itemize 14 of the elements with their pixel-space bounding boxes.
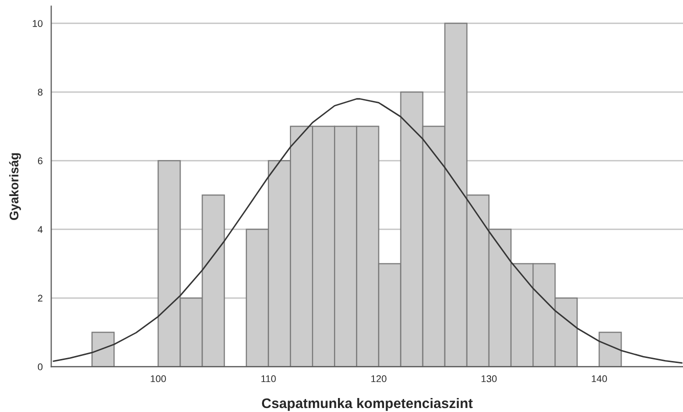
line-series	[52, 98, 683, 364]
y-tick-label: 2	[38, 294, 42, 302]
x-tick-label: 130	[482, 375, 497, 382]
y-tick-label: 8	[38, 88, 42, 96]
x-tick-label: 110	[261, 375, 276, 382]
x-tick-label: 140	[592, 375, 607, 382]
y-tick-label: 4	[38, 226, 43, 233]
x-axis-title: Csapatmunka kompetenciaszint	[262, 398, 473, 411]
x-tick-label: 120	[371, 375, 386, 382]
y-tick-label: 10	[32, 20, 43, 27]
x-tick-label: 100	[150, 375, 166, 382]
y-axis-title: Gyakoriság	[9, 153, 21, 220]
y-tick-label: 6	[38, 157, 42, 164]
y-tick-label: 0	[38, 363, 43, 370]
